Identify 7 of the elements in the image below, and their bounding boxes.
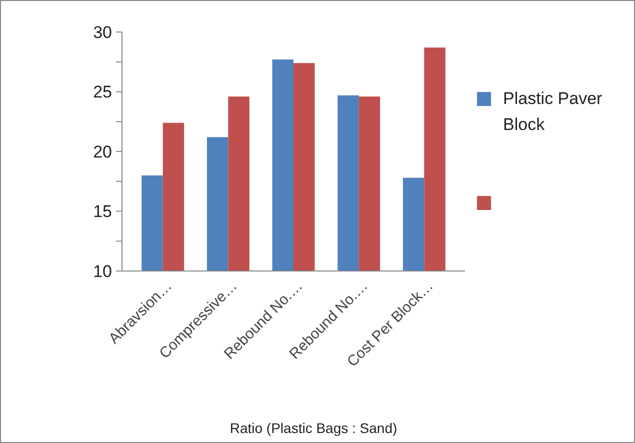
y-tick-label: 15 (93, 202, 112, 222)
legend-label: Plastic Paver Block (503, 89, 603, 134)
y-tick-label: 30 (93, 22, 112, 42)
y-tick-label: 25 (93, 82, 112, 102)
y-tick-label: 10 (93, 262, 112, 281)
y-tick-label: 20 (93, 142, 112, 162)
x-axis-title: Ratio (Plastic Bags : Sand) (230, 420, 398, 436)
